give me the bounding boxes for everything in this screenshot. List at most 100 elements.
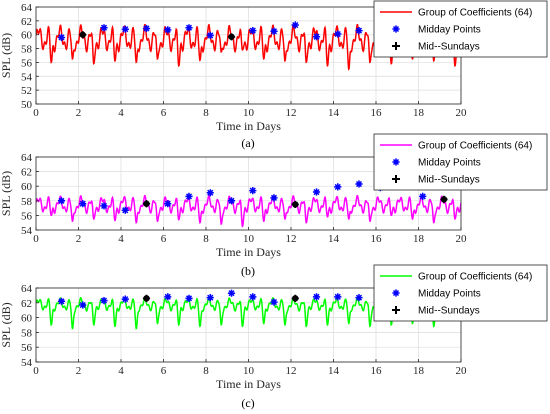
- y-tick-label: 58: [21, 44, 33, 56]
- x-tick-label: 2: [76, 107, 82, 119]
- legend-entry-label: Midday Points: [418, 289, 481, 300]
- y-tick-label: 54: [21, 225, 33, 237]
- x-tick-label: 14: [328, 107, 340, 119]
- y-tick-label: 60: [21, 313, 33, 325]
- midday-point-marker: [121, 206, 129, 214]
- midday-point-marker: [57, 197, 66, 205]
- x-tick-label: 14: [328, 233, 340, 245]
- midday-point-marker: [142, 24, 151, 33]
- legend: Group of Coefficients (64) Midday Points M…: [373, 133, 548, 191]
- x-tick-label: 10: [243, 107, 255, 119]
- y-tick-label: 56: [21, 57, 33, 69]
- x-tick-label: 10: [243, 233, 255, 245]
- midday-point-marker: [312, 293, 321, 301]
- x-tick-label: 8: [203, 365, 209, 377]
- legend-entry-label: Midday Points: [418, 25, 481, 36]
- legend-swatch-star: [392, 289, 400, 297]
- x-tick-label: 20: [456, 107, 468, 119]
- legend-box: [373, 133, 548, 191]
- x-tick-label: 20: [456, 365, 468, 377]
- legend-entry-label: Mid--Sundays: [418, 306, 480, 317]
- y-tick-label: 60: [21, 30, 33, 42]
- midday-point-marker: [79, 200, 87, 208]
- chart-panel-1: 0 2 4 6 8 10 12 14 16 18 20 54 56 58 60 62 64 Time in Day…: [0, 133, 548, 259]
- x-tick-label: 20: [456, 233, 468, 245]
- x-tick-label: 0: [33, 107, 39, 119]
- legend-entry-label: Mid--Sundays: [418, 42, 480, 53]
- mid-sunday-cross: [79, 31, 87, 39]
- midday-point-marker: [185, 294, 193, 302]
- x-tick-label: 18: [413, 107, 425, 119]
- y-tick-label: 52: [21, 85, 32, 97]
- midday-point-marker: [206, 31, 214, 39]
- x-tick-label: 18: [413, 233, 425, 245]
- mid-sunday-cross: [142, 294, 151, 302]
- legend-swatch-cross: [392, 306, 400, 314]
- x-tick-label: 4: [118, 107, 124, 119]
- y-tick-label: 64: [21, 152, 33, 164]
- x-tick-label: 4: [118, 365, 124, 377]
- midday-point-marker: [312, 33, 321, 41]
- caption-c: (c): [241, 396, 254, 410]
- x-tick-label: 4: [118, 233, 124, 245]
- midday-point-marker: [164, 200, 172, 208]
- legend-entry-label: Group of Coefficients (64): [418, 141, 532, 152]
- midday-point-marker: [185, 24, 193, 32]
- x-tick-label: 18: [413, 365, 425, 377]
- midday-point-marker: [249, 27, 257, 35]
- series-line: [36, 195, 461, 228]
- x-tick-label: 0: [33, 233, 39, 245]
- legend-swatch-cross: [392, 42, 400, 50]
- midday-point-marker: [164, 293, 172, 301]
- midday-point-marker: [79, 301, 87, 309]
- x-tick-label: 12: [286, 233, 297, 245]
- legend: Group of Coefficients (64) Midday Points M…: [373, 0, 548, 58]
- y-tick-label: 62: [21, 16, 32, 28]
- midday-point-marker: [355, 294, 363, 302]
- caption-a: (a): [241, 136, 254, 150]
- midday-point-marker: [206, 294, 214, 302]
- y-tick-label: 62: [21, 167, 32, 179]
- x-tick-label: 0: [33, 365, 39, 377]
- midday-point-marker: [249, 187, 257, 195]
- midday-point-marker: [355, 180, 363, 188]
- x-tick-label: 2: [76, 233, 82, 245]
- midday-point-marker: [270, 194, 278, 202]
- legend-entry-label: Mid--Sundays: [418, 175, 480, 186]
- x-tick-label: 2: [76, 365, 82, 377]
- mid-sunday-cross: [142, 200, 151, 208]
- midday-point-marker: [270, 27, 278, 35]
- x-axis-label: Time in Days: [216, 119, 281, 133]
- midday-point-marker: [419, 192, 427, 200]
- midday-point-marker: [100, 297, 108, 305]
- midday-point-marker: [249, 293, 257, 301]
- y-tick-label: 58: [21, 327, 33, 339]
- legend-box: [373, 0, 548, 58]
- legend-entry-label: Midday Points: [418, 158, 481, 169]
- legend-swatch-cross: [392, 175, 400, 183]
- midday-point-marker: [291, 21, 299, 29]
- y-tick-label: 64: [21, 283, 33, 295]
- y-tick-label: 50: [21, 99, 33, 111]
- y-tick-label: 54: [21, 357, 33, 369]
- midday-point-marker: [164, 26, 172, 34]
- midday-point-marker: [57, 297, 66, 305]
- x-tick-label: 6: [161, 365, 167, 377]
- midday-point-marker: [57, 33, 66, 42]
- x-tick-label: 16: [371, 107, 383, 119]
- legend-swatch-star: [392, 25, 400, 33]
- legend-box: [373, 264, 548, 322]
- legend-entry-label: Group of Coefficients (64): [418, 272, 532, 283]
- midday-point-marker: [312, 188, 321, 196]
- mid-sunday-cross: [291, 294, 299, 302]
- legend: Group of Coefficients (64) Midday Points M…: [373, 264, 548, 322]
- y-axis-label: SPL (dB): [0, 302, 13, 347]
- midday-point-marker: [270, 298, 278, 306]
- midday-point-marker: [334, 293, 342, 301]
- mid-sunday-cross: [440, 195, 448, 203]
- midday-point-marker: [227, 197, 236, 205]
- x-tick-label: 6: [161, 233, 167, 245]
- y-tick-label: 56: [21, 342, 33, 354]
